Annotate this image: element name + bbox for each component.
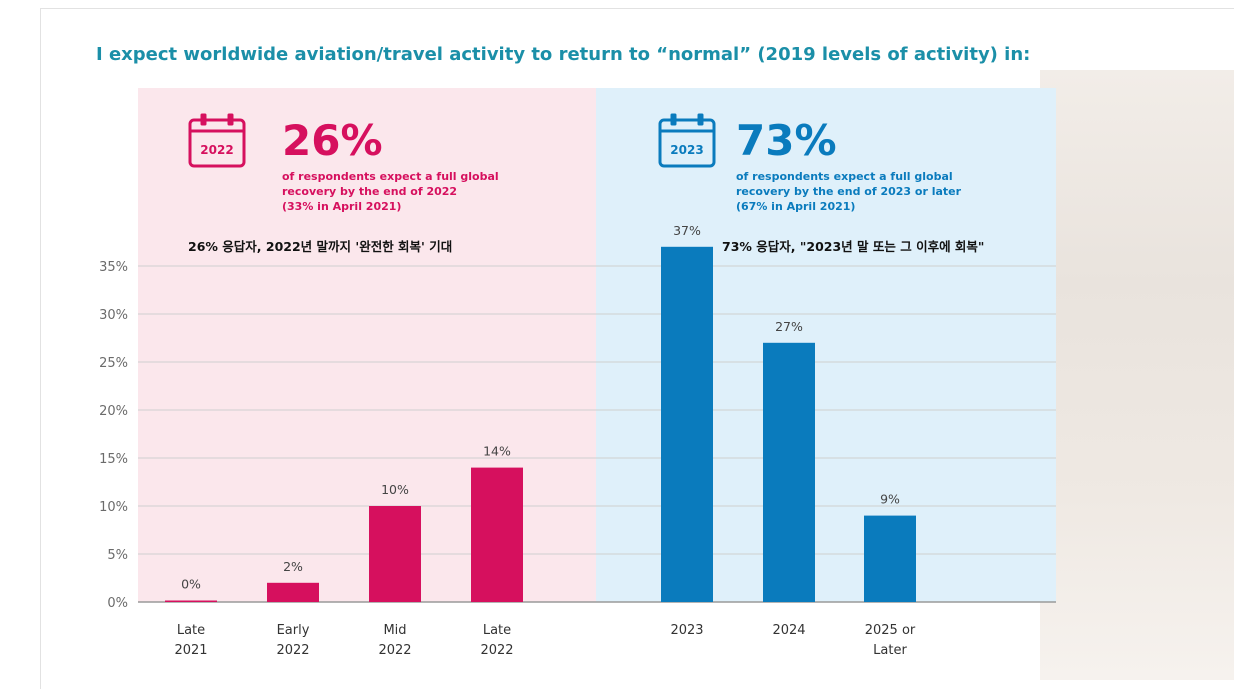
left-big-percent: 26% <box>282 116 383 165</box>
x-category-label: Late <box>177 623 205 638</box>
data-label: 14% <box>483 444 511 459</box>
background-photo <box>1040 70 1234 680</box>
y-tick-label: 0% <box>107 596 128 611</box>
x-category-label: Mid <box>383 623 406 638</box>
right-big-percent: 73% <box>736 116 837 165</box>
bar <box>864 515 916 602</box>
bar <box>661 246 713 603</box>
y-tick-label: 10% <box>99 500 128 515</box>
data-label: 0% <box>181 577 201 592</box>
left-subtext-1: of respondents expect a full global <box>282 170 499 183</box>
y-tick-label: 25% <box>99 356 128 371</box>
x-category-label: 2022 <box>378 643 411 658</box>
x-category-label: 2024 <box>772 623 805 638</box>
x-category-label: 2021 <box>174 643 207 658</box>
data-label: 10% <box>381 482 409 497</box>
y-tick-label: 35% <box>99 260 128 275</box>
right-subtext-2: recovery by the end of 2023 or later <box>736 185 962 198</box>
right-calendar-icon: 2023 <box>658 113 716 168</box>
bar <box>165 600 217 602</box>
bar <box>267 582 319 602</box>
x-category-label: 2022 <box>480 643 513 658</box>
x-category-label: 2025 or <box>865 623 916 638</box>
x-category-label: Later <box>873 643 907 658</box>
bar <box>369 506 421 602</box>
y-axis-ticks: 0% 5% 10% 15% 20% 25% 30% 35% <box>99 260 128 611</box>
data-label: 27% <box>775 319 803 334</box>
x-axis-categories: Late 2021 Early 2022 Mid 2022 Late 2022 2023 2024… <box>174 623 915 658</box>
y-tick-label: 30% <box>99 308 128 323</box>
right-subtext-1: of respondents expect a full global <box>736 170 953 183</box>
left-subtext-2: recovery by the end of 2022 <box>282 185 457 198</box>
y-tick-label: 15% <box>99 452 128 467</box>
left-calendar-year: 2022 <box>200 143 233 157</box>
x-category-label: Early <box>277 623 310 638</box>
x-category-label: 2023 <box>670 623 703 638</box>
bar <box>763 342 815 602</box>
y-tick-label: 20% <box>99 404 128 419</box>
right-korean-caption: 73% 응답자, "2023년 말 또는 그 이후에 회복" <box>722 239 984 254</box>
right-calendar-year: 2023 <box>670 143 703 157</box>
left-calendar-icon: 2022 <box>188 113 246 168</box>
data-labels: 0% 2% 10% 14% 37% 27% 9% <box>181 223 900 592</box>
data-label: 2% <box>283 559 303 574</box>
right-subtext-3: (67% in April 2021) <box>736 200 855 213</box>
y-tick-label: 5% <box>107 548 128 563</box>
data-label: 37% <box>673 223 701 238</box>
left-subtext-3: (33% in April 2021) <box>282 200 401 213</box>
bar <box>471 467 523 602</box>
left-korean-caption: 26% 응답자, 2022년 말까지 '완전한 회복' 기대 <box>188 239 452 254</box>
data-label: 9% <box>880 492 900 507</box>
bars <box>165 246 916 603</box>
chart-title: I expect worldwide aviation/travel activ… <box>96 44 1030 65</box>
x-category-label: Late <box>483 623 511 638</box>
x-category-label: 2022 <box>276 643 309 658</box>
